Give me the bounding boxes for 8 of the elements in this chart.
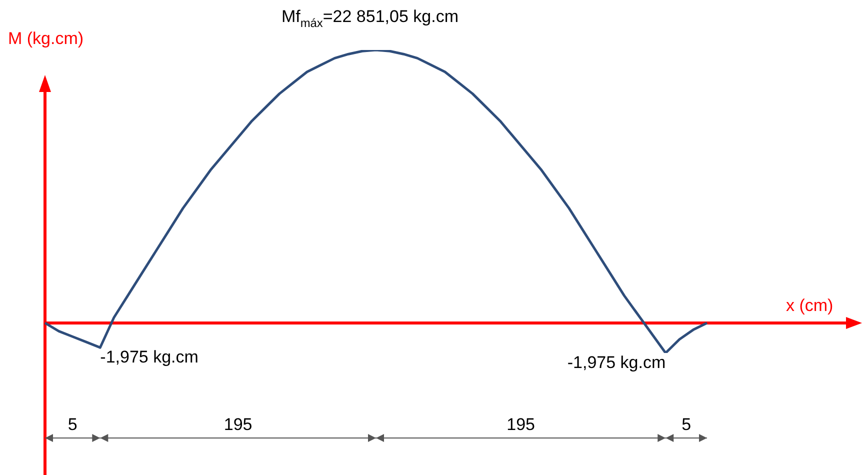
text: 195 [506,415,535,434]
text: 5 [682,415,692,434]
text: 5 [68,415,78,434]
y-axis-title: M (kg.cm) [8,29,84,48]
text: -1,975 kg.cm [567,353,666,372]
x-axis-title: x (cm) [786,296,834,315]
annotation: -1,975 kg.cm [100,348,198,367]
text: 195 [224,415,252,434]
